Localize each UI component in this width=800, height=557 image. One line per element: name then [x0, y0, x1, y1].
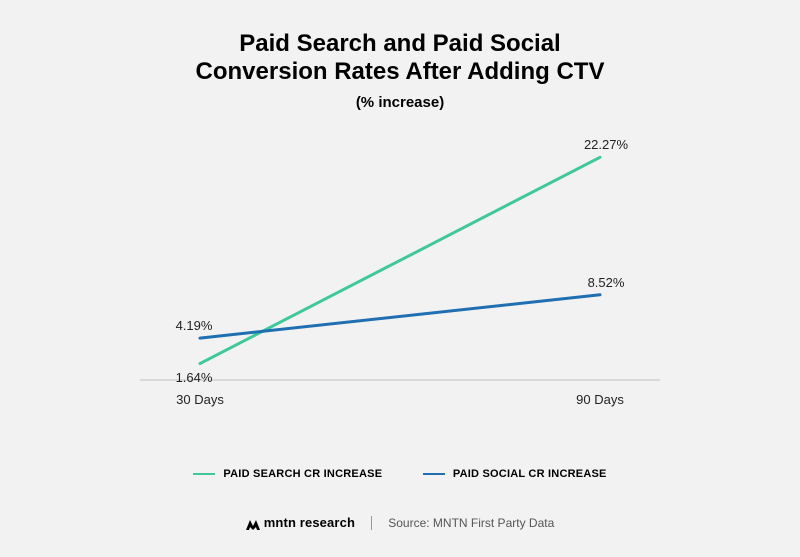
value-label-social-30d: 4.19% — [176, 318, 213, 333]
chart-subtitle: (% increase) — [0, 94, 800, 111]
value-label-search-30d: 1.64% — [176, 370, 213, 385]
brand-mark-icon — [246, 518, 260, 530]
legend-item-0: PAID SEARCH CR INCREASE — [193, 468, 382, 480]
footer-divider — [371, 516, 372, 530]
legend-swatch-1 — [423, 473, 445, 475]
x-category-0: 30 Days — [176, 392, 224, 407]
source-text: Source: MNTN First Party Data — [388, 516, 554, 530]
brand: mntn research — [246, 515, 359, 530]
legend-swatch-0 — [193, 473, 215, 475]
chart-title: Paid Search and Paid Social Conversion R… — [0, 30, 800, 85]
footer: mntn research Source: MNTN First Party D… — [0, 514, 800, 532]
chart-title-line2: Conversion Rates After Adding CTV — [0, 58, 800, 86]
value-label-search-90d: 22.27% — [584, 137, 628, 152]
legend: PAID SEARCH CR INCREASE PAID SOCIAL CR I… — [0, 468, 800, 480]
legend-label-1: PAID SOCIAL CR INCREASE — [453, 468, 607, 480]
line-chart — [140, 130, 660, 390]
value-label-social-90d: 8.52% — [588, 275, 625, 290]
legend-label-0: PAID SEARCH CR INCREASE — [223, 468, 382, 480]
legend-item-1: PAID SOCIAL CR INCREASE — [423, 468, 607, 480]
x-category-1: 90 Days — [576, 392, 624, 407]
brand-text: mntn research — [264, 515, 355, 530]
chart-title-line1: Paid Search and Paid Social — [0, 30, 800, 58]
chart-canvas: Paid Search and Paid Social Conversion R… — [0, 0, 800, 557]
